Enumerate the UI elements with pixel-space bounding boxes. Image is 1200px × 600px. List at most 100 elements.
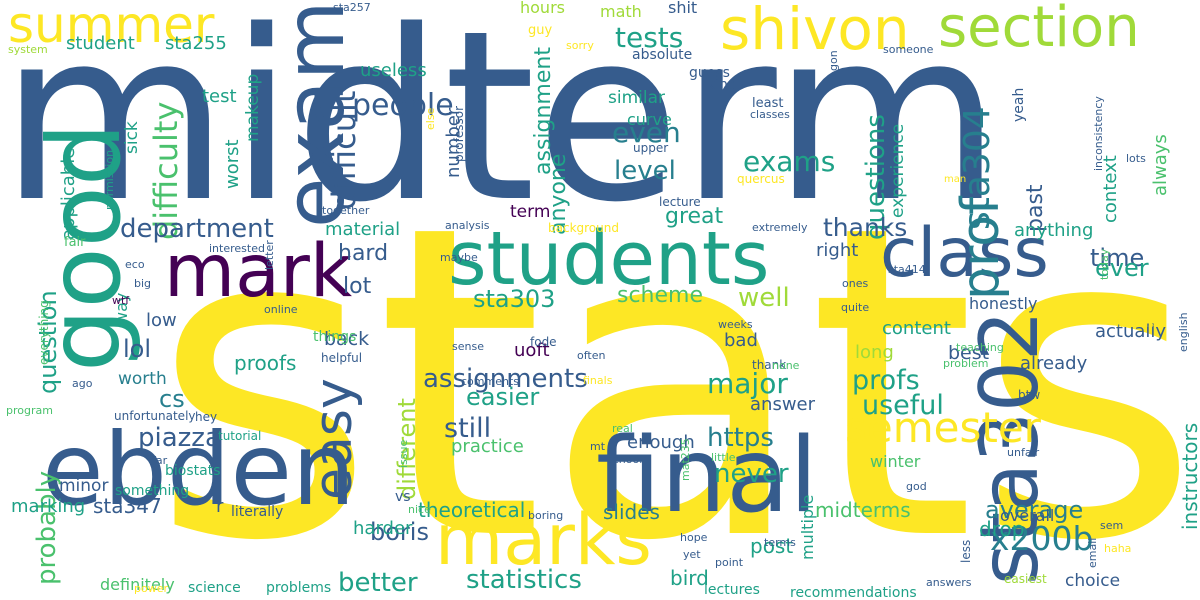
cloud-word-58: average [985, 496, 1084, 524]
cloud-word-97: uoft [514, 340, 550, 361]
cloud-word-86: similar [608, 88, 665, 108]
cloud-word-34: sta303 [473, 285, 556, 313]
cloud-word-26: statistics [466, 565, 582, 595]
cloud-word-57: never [714, 459, 789, 489]
cloud-word-165: little [711, 451, 736, 464]
cloud-word-136: fair [64, 235, 86, 250]
cloud-word-13: summer [8, 0, 215, 54]
cloud-word-160: today [1098, 248, 1111, 280]
cloud-word-193: quercus [737, 172, 785, 186]
cloud-word-177: point [715, 556, 744, 569]
cloud-word-148: often [577, 349, 606, 362]
cloud-word-51: easier [466, 383, 540, 411]
cloud-word-137: permission [103, 149, 116, 210]
cloud-word-181: sta257 [333, 1, 371, 14]
cloud-word-187: kind [707, 77, 737, 93]
cloud-word-5: final [596, 416, 818, 536]
cloud-word-62: proofs [234, 351, 297, 375]
cloud-word-38: useful [862, 390, 944, 421]
cloud-word-14: easy [304, 378, 364, 500]
cloud-word-60: theoretical [418, 498, 526, 522]
cloud-word-1: stats [151, 135, 1200, 600]
cloud-word-80: makeup [243, 73, 263, 142]
cloud-word-151: quite [841, 301, 870, 314]
cloud-word-184: guy [528, 23, 553, 38]
cloud-word-44: level [614, 156, 676, 186]
cloud-word-40: better [338, 568, 418, 598]
cloud-word-82: applicable [58, 147, 79, 240]
cloud-word-74: experience [888, 123, 908, 218]
cloud-word-8: marks [435, 499, 652, 581]
cloud-word-67: minor [59, 476, 109, 496]
cloud-word-30: assignments [423, 364, 588, 394]
cloud-word-103: answer [750, 394, 816, 415]
cloud-word-122: hey [195, 410, 218, 424]
cloud-word-117: vs [395, 489, 411, 505]
cloud-word-79: worst [222, 139, 243, 189]
cloud-word-20: people [352, 88, 454, 123]
cloud-word-17: sta304 [957, 106, 998, 230]
cloud-word-138: together [322, 204, 370, 217]
cloud-word-162: real [612, 422, 633, 435]
cloud-word-121: unfortunately [114, 409, 196, 423]
cloud-word-182: system [8, 43, 48, 56]
cloud-word-185: absolute [632, 47, 693, 63]
cloud-word-76: sta255 [165, 33, 227, 54]
cloud-word-89: professor [452, 105, 466, 162]
cloud-word-191: upper [633, 141, 669, 155]
cloud-word-104: practice [451, 436, 524, 457]
cloud-word-81: sick [122, 121, 142, 154]
cloud-word-166: unfair [1007, 446, 1040, 459]
cloud-word-48: ever [1095, 254, 1149, 282]
cloud-word-157: btw [1018, 388, 1041, 402]
cloud-word-130: helpful [321, 351, 363, 365]
cloud-word-69: post [750, 534, 794, 558]
cloud-word-75: student [66, 33, 135, 54]
cloud-word-36: cs [159, 385, 185, 413]
cloud-word-161: issue [397, 439, 410, 468]
cloud-word-59: midterms [815, 498, 911, 522]
cloud-word-175: yet [683, 548, 701, 561]
cloud-word-93: content [882, 318, 951, 339]
cloud-word-144: sense [452, 340, 484, 353]
cloud-word-22: exams [743, 145, 836, 178]
cloud-word-174: less [959, 539, 973, 563]
cloud-word-149: sta414 [888, 263, 926, 276]
cloud-word-146: comments [461, 375, 519, 388]
cloud-word-32: boris [370, 518, 429, 546]
cloud-word-107: multiple [798, 494, 817, 560]
cloud-word-96: already [1020, 353, 1088, 374]
cloud-word-156: none [772, 359, 800, 372]
cloud-word-99: low [146, 310, 177, 331]
cloud-word-84: math [600, 2, 642, 21]
cloud-word-189: least [752, 96, 784, 111]
cloud-word-7: mark [164, 229, 353, 314]
cloud-word-33: https [707, 423, 774, 453]
cloud-word-52: scheme [617, 283, 704, 308]
cloud-word-115: literally [231, 504, 284, 520]
cloud-word-83: hours [520, 0, 565, 17]
cloud-word-129: things [313, 329, 357, 345]
cloud-word-56: material [325, 219, 401, 240]
cloud-word-112: science [188, 580, 241, 596]
cloud-word-91: anything [1014, 220, 1094, 241]
cloud-word-95: actually [1095, 321, 1167, 342]
cloud-word-105: enough [627, 432, 695, 453]
cloud-word-133: eco [125, 258, 145, 271]
cloud-word-199: else [424, 107, 437, 130]
cloud-word-46: great [665, 204, 724, 229]
cloud-word-140: analysis [445, 219, 490, 232]
cloud-word-98: back [324, 328, 370, 350]
cloud-word-12: section [938, 0, 1140, 60]
cloud-word-28: probably [32, 470, 62, 585]
cloud-word-90: term [510, 202, 551, 222]
cloud-word-134: big [134, 277, 152, 290]
cloud-word-94: honestly [969, 294, 1038, 313]
cloud-word-188: gon [827, 50, 840, 71]
cloud-word-70: drop [979, 517, 1025, 541]
cloud-word-150: ones [842, 277, 869, 290]
cloud-word-153: teaching [956, 341, 1004, 354]
cloud-word-172: answers [926, 576, 972, 589]
cloud-word-113: lectures [704, 582, 760, 598]
